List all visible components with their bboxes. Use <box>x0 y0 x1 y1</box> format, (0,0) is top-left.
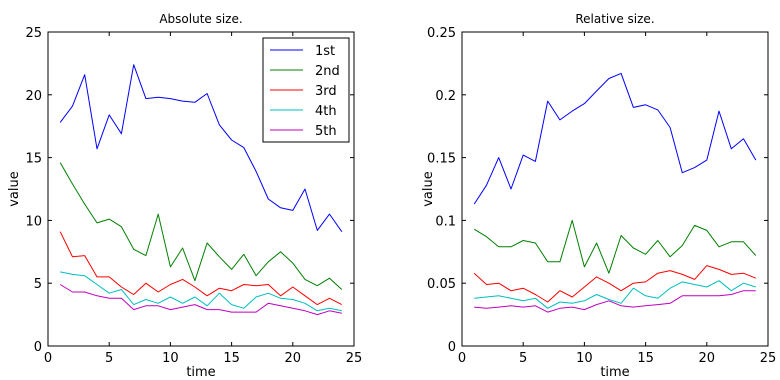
x-tick-label: 25 <box>346 351 363 366</box>
y-axis-label: value <box>421 171 436 207</box>
x-tick-label: 10 <box>576 351 593 366</box>
x-tick-label: 0 <box>458 351 466 366</box>
y-axis-label: value <box>7 171 22 207</box>
y-tick-label: 0.15 <box>427 152 456 167</box>
x-tick-label: 20 <box>285 351 302 366</box>
y-tick-label: 0.05 <box>427 277 456 292</box>
x-tick-label: 15 <box>223 351 240 366</box>
y-tick-label: 20 <box>25 89 42 104</box>
series-line-2 <box>473 219 757 274</box>
x-tick-label: 25 <box>760 351 777 366</box>
x-tick-label: 0 <box>44 351 52 366</box>
plot-frame <box>461 31 769 347</box>
series-line-4 <box>60 271 342 312</box>
x-tick-label: 5 <box>105 351 113 366</box>
y-tick-label: 0.25 <box>427 26 456 41</box>
series-line-1 <box>59 64 343 232</box>
plot-frame <box>47 31 355 347</box>
legend-label-4: 4th <box>315 104 337 119</box>
series-line-2 <box>59 162 343 290</box>
series-line-5 <box>474 290 756 313</box>
series-line-3 <box>473 265 756 303</box>
y-tick-label: 10 <box>25 214 42 229</box>
y-tick-label: 15 <box>25 152 42 167</box>
chart-panel-1: 0 5 10 15 20 25 0 5 10 15 20 25 Absolute size. time va… <box>7 12 362 380</box>
series-line-4 <box>474 280 756 309</box>
legend-label-1: 1st <box>315 44 335 59</box>
y-tick-label: 0 <box>34 340 42 355</box>
legend-label-3: 3rd <box>315 84 337 99</box>
legend-box <box>262 37 350 143</box>
legend-label-2: 2nd <box>315 64 340 79</box>
y-tick-label: 0.1 <box>435 214 456 229</box>
series-line-3 <box>59 231 343 306</box>
series-line-5 <box>59 284 342 316</box>
x-tick-label: 10 <box>162 351 179 366</box>
x-tick-label: 5 <box>519 351 527 366</box>
y-tick-label: 0.2 <box>435 89 456 104</box>
y-tick-label: 25 <box>25 26 42 41</box>
x-tick-label: 15 <box>637 351 654 366</box>
x-axis-label: time <box>186 365 215 380</box>
series-line-1 <box>473 72 757 205</box>
y-tick-label: 0 <box>448 340 456 355</box>
legend: 1st 2nd 3rd 4th 5th <box>262 37 350 143</box>
chart-title: Absolute size. <box>159 12 242 26</box>
chart-panel-2: 0 5 10 15 20 25 0 0.05 0.1 0.15 0.2 0.25 Relative si… <box>421 12 776 380</box>
x-tick-label: 20 <box>699 351 716 366</box>
chart-title: Relative size. <box>575 12 654 26</box>
y-tick-label: 5 <box>34 277 42 292</box>
legend-label-5: 5th <box>315 124 337 139</box>
x-axis-label: time <box>600 365 629 380</box>
